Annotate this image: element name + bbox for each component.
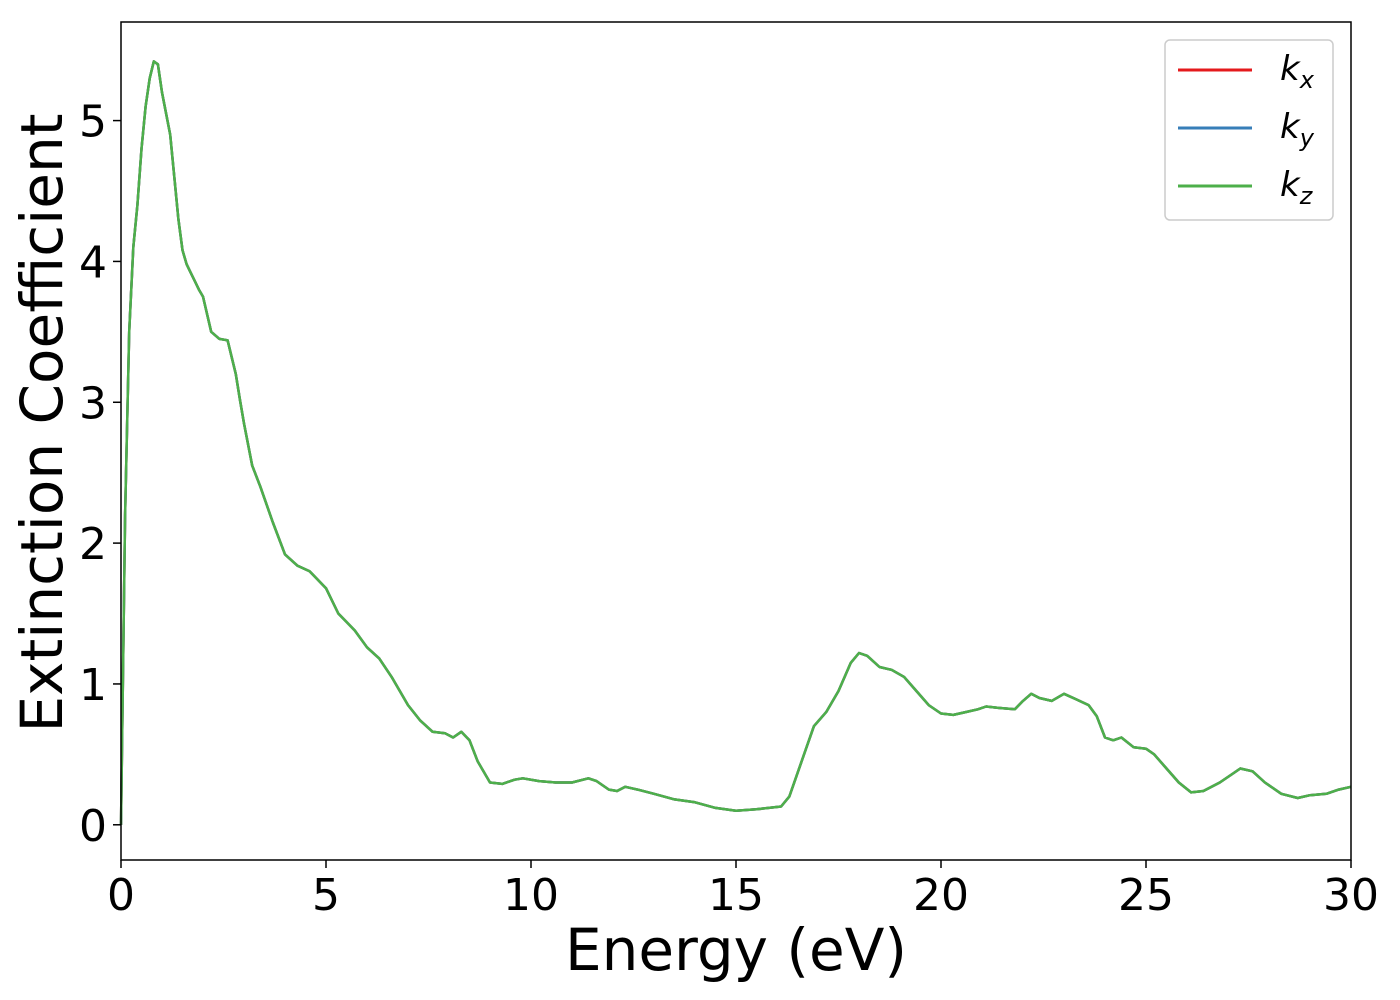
legend-label-subscript: y [1299, 124, 1315, 152]
y-axis-ticks: 0 1 2 3 4 5 [79, 97, 121, 852]
y-tick-label: 3 [79, 378, 107, 429]
y-tick-label: 5 [79, 97, 107, 148]
y-tick-label: 0 [79, 801, 107, 852]
x-axis-ticks: 0 5 10 15 20 25 30 [107, 860, 1379, 921]
legend-label-main: k [1280, 107, 1301, 147]
legend-label-ky: ky [1280, 107, 1315, 152]
legend-label-kx: kx [1280, 49, 1315, 94]
y-tick-label: 2 [79, 519, 107, 570]
x-tick-label: 30 [1323, 870, 1379, 921]
y-tick-label: 4 [79, 237, 107, 288]
legend-label-kz: kz [1280, 165, 1314, 210]
legend-label-main: k [1280, 49, 1301, 89]
x-tick-label: 15 [708, 870, 764, 921]
x-tick-label: 0 [107, 870, 135, 921]
x-tick-label: 25 [1118, 870, 1174, 921]
x-tick-label: 5 [312, 870, 340, 921]
legend-label-subscript: z [1299, 182, 1314, 210]
series-line-kz [119, 60, 1352, 825]
legend-label-main: k [1280, 165, 1301, 205]
legend-box [1164, 39, 1334, 221]
y-axis-label: Extinction Coefficient [8, 114, 76, 733]
x-axis-label: Energy (eV) [565, 916, 907, 984]
x-tick-label: 20 [913, 870, 969, 921]
series-lines [119, 60, 1352, 825]
y-tick-label: 1 [79, 660, 107, 711]
x-tick-label: 10 [503, 870, 559, 921]
legend-label-subscript: x [1299, 66, 1315, 94]
